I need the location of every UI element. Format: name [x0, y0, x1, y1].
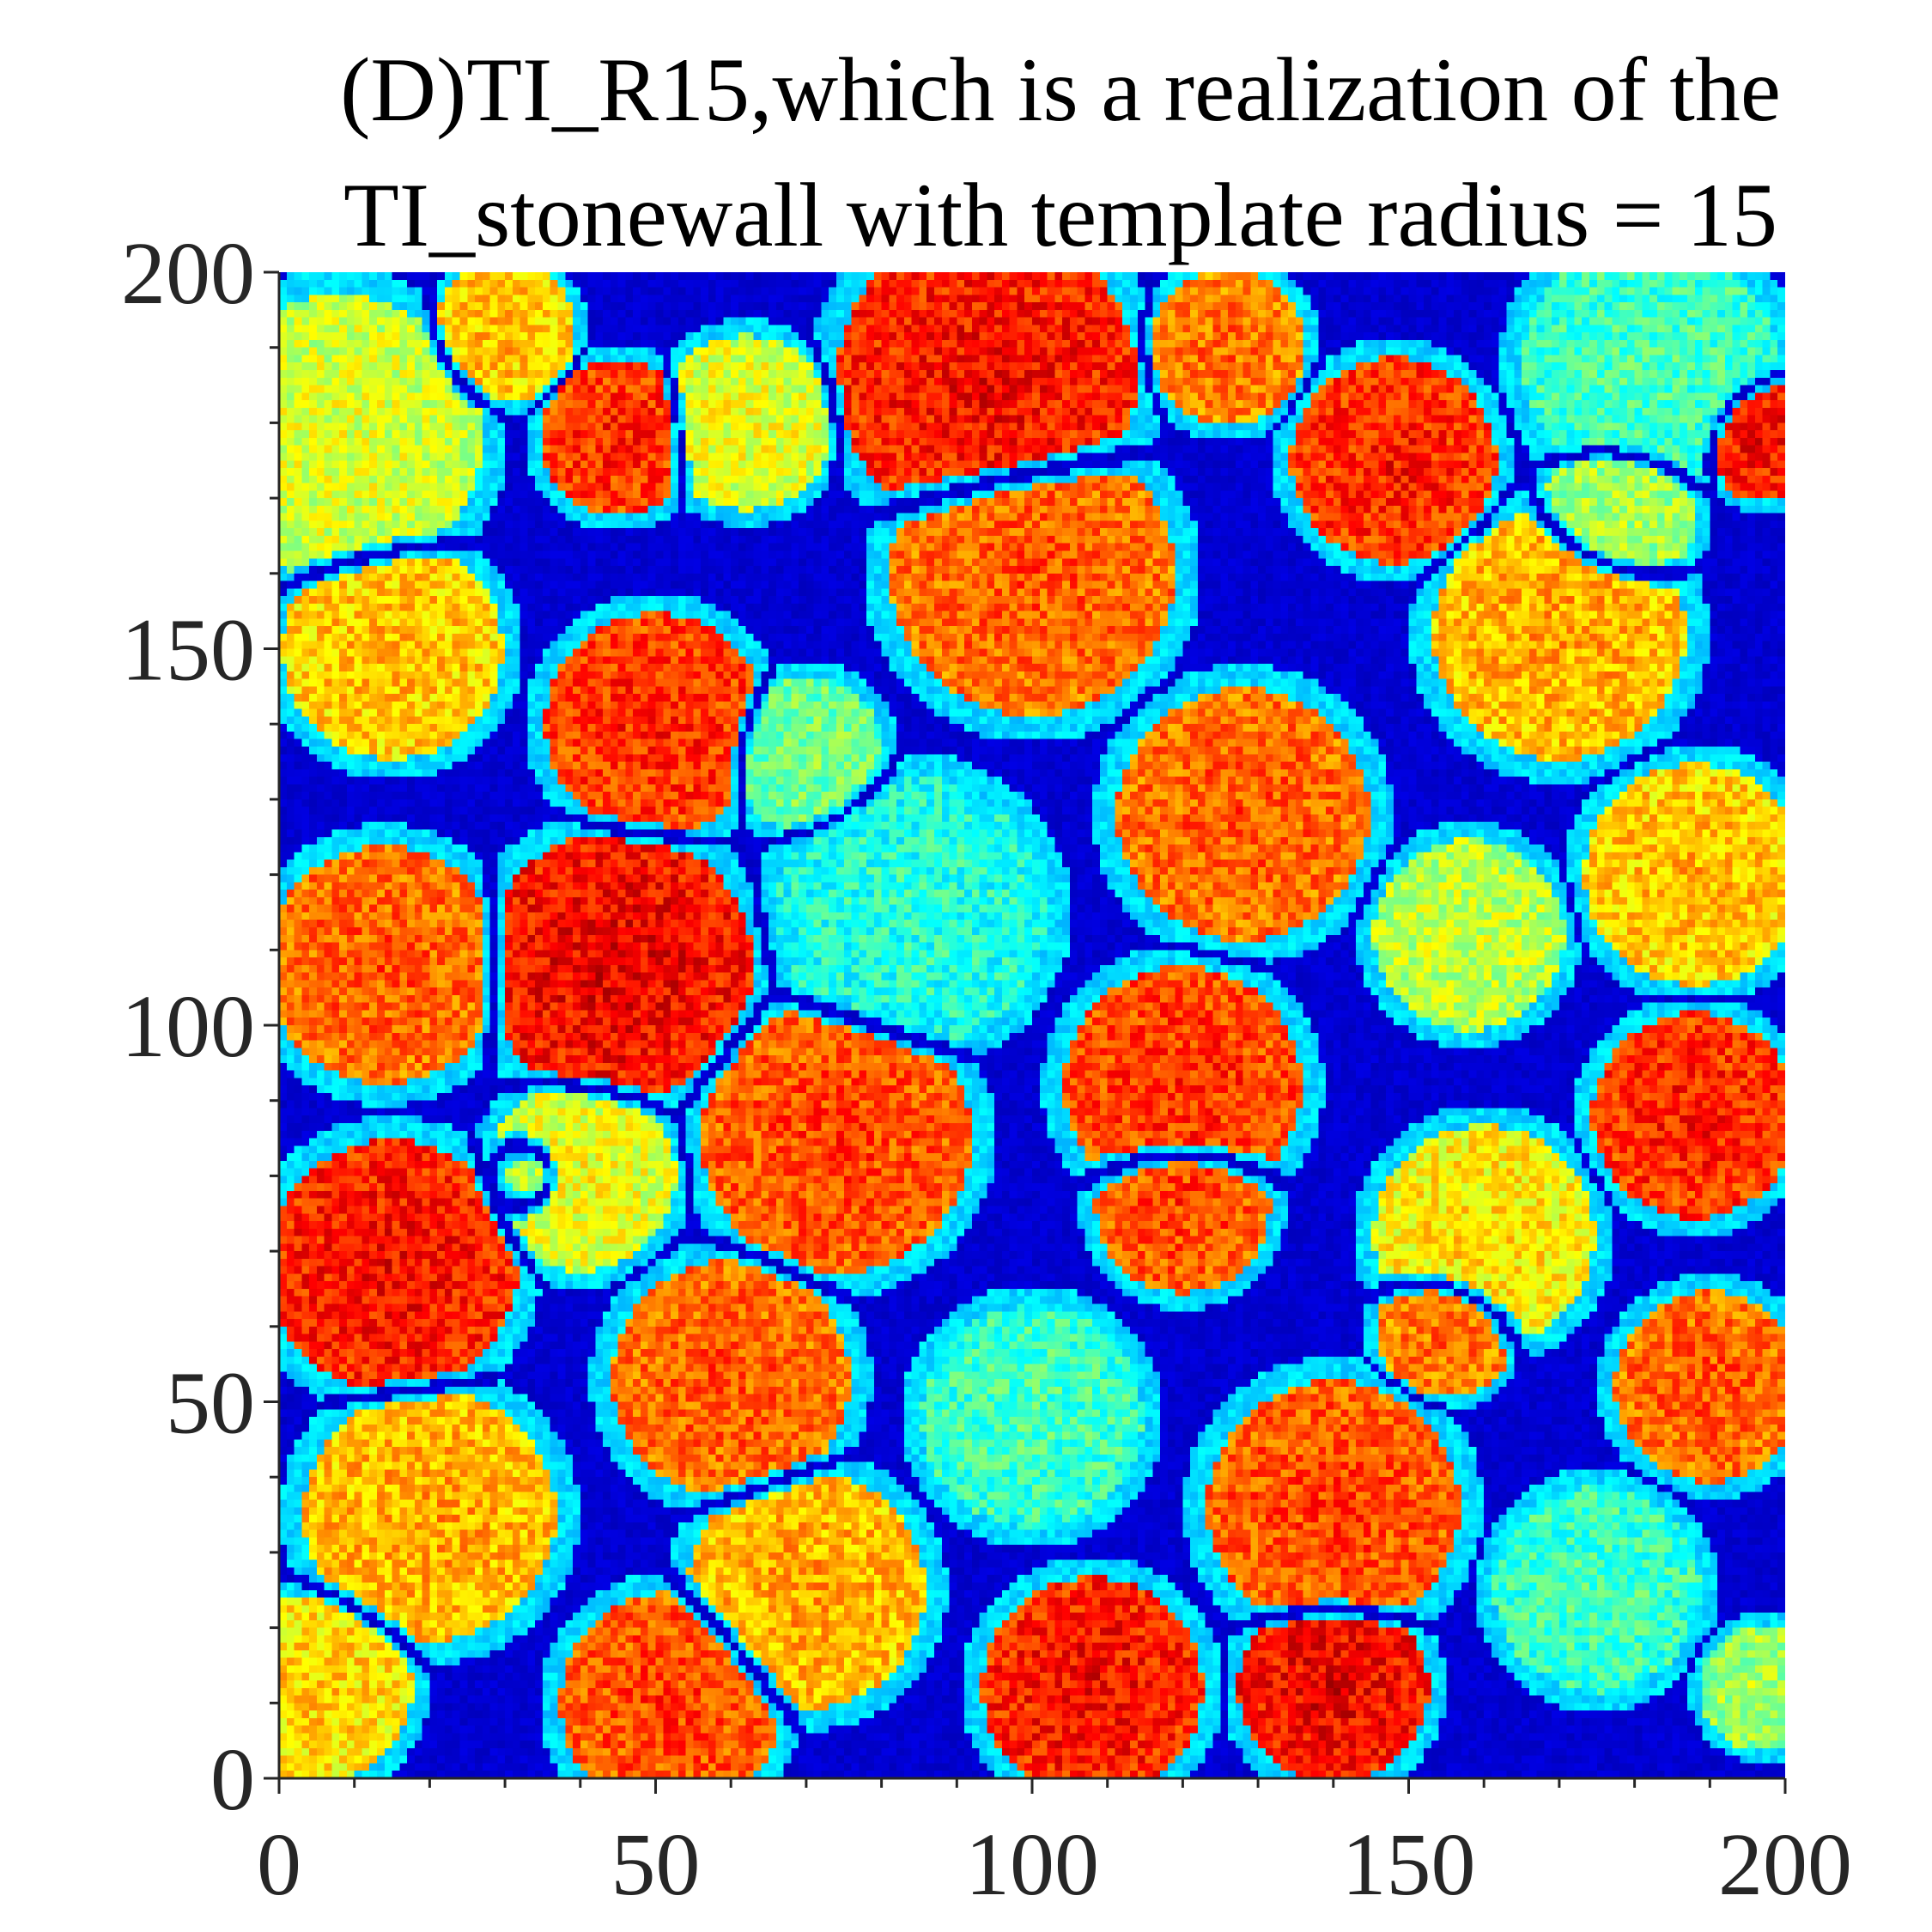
chart-title: (D)TI_R15,which is a realization of the …	[340, 39, 1781, 265]
y-tick-label: 200	[121, 224, 255, 323]
y-axis-ticks: 0 50 100 150 200	[121, 224, 279, 1829]
x-axis-ticks: 0 50 100 150 200	[257, 1778, 1852, 1914]
y-tick-label: 100	[121, 977, 255, 1076]
y-tick-label: 0	[210, 1730, 255, 1829]
x-tick-label: 0	[257, 1815, 301, 1914]
chart-title-line-2: TI_stonewall with template radius = 15	[343, 165, 1777, 265]
y-tick-label: 50	[166, 1354, 255, 1453]
x-tick-label: 200	[1718, 1815, 1852, 1914]
heatmap-plot-area	[279, 272, 1785, 1778]
heatmap-image	[279, 272, 1785, 1778]
chart-title-line-1: (D)TI_R15,which is a realization of the	[340, 39, 1781, 140]
y-tick-label: 150	[121, 601, 255, 700]
x-tick-label: 50	[611, 1815, 701, 1914]
x-tick-label: 100	[965, 1815, 1099, 1914]
x-tick-label: 150	[1342, 1815, 1476, 1914]
